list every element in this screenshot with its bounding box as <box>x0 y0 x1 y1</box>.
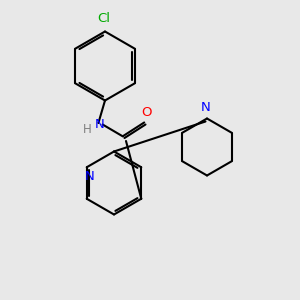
Text: N: N <box>95 118 104 131</box>
Text: N: N <box>201 101 210 114</box>
Text: H: H <box>83 123 92 136</box>
Text: N: N <box>85 170 94 183</box>
Text: O: O <box>142 106 152 118</box>
Text: Cl: Cl <box>97 12 110 25</box>
